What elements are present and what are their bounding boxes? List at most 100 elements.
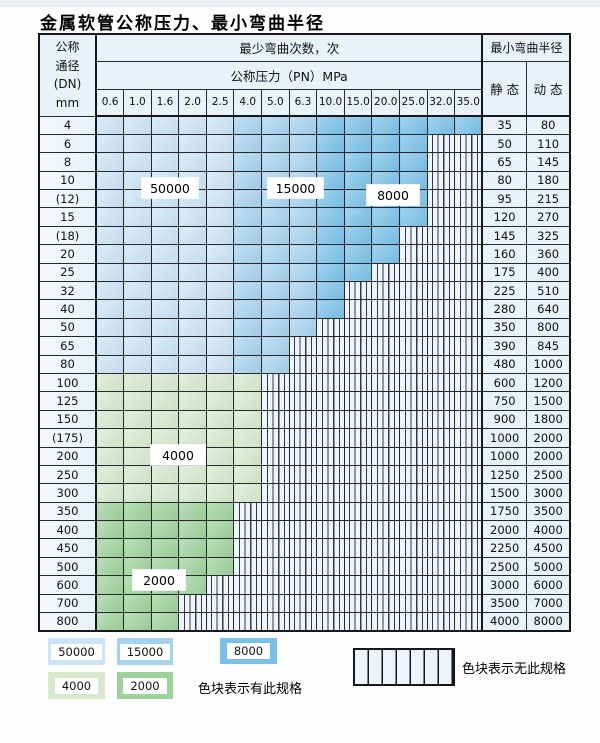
spec-cell-15000 bbox=[288, 317, 318, 338]
no-spec-cell bbox=[371, 354, 401, 374]
spec-cell-2000 bbox=[205, 501, 235, 522]
dynamic-radius-cell: 640 bbox=[525, 299, 571, 319]
spec-cell-4000 bbox=[178, 372, 207, 393]
spec-cell-8000 bbox=[316, 115, 345, 135]
spec-cell-15000 bbox=[233, 354, 263, 374]
no-spec-cell bbox=[371, 575, 401, 595]
no-spec-cell bbox=[316, 336, 345, 356]
no-spec-cell bbox=[399, 556, 428, 577]
spec-cell-50000 bbox=[123, 207, 152, 227]
no-spec-cell bbox=[288, 593, 318, 614]
spec-cell-2000 bbox=[123, 593, 152, 614]
table-row-dn-450: 450 2250 4500 bbox=[38, 538, 571, 558]
spec-cell-15000 bbox=[233, 299, 263, 319]
no-spec-cell bbox=[343, 299, 373, 319]
legend-text-no-spec: 色块表示无此规格 bbox=[462, 662, 567, 677]
dynamic-radius-cell: 400 bbox=[525, 262, 571, 283]
spec-cell-50000 bbox=[123, 281, 152, 301]
static-column-header: 静 态 bbox=[481, 60, 527, 117]
no-spec-cell bbox=[316, 428, 345, 448]
no-spec-cell bbox=[371, 391, 401, 411]
spec-cell-15000 bbox=[233, 225, 263, 246]
no-spec-cell bbox=[426, 299, 456, 319]
no-spec-cell bbox=[343, 409, 373, 430]
dynamic-column-header: 动 态 bbox=[525, 60, 571, 117]
spec-cell-8000 bbox=[316, 207, 345, 227]
no-spec-cell bbox=[399, 354, 428, 374]
table-row-dn-700: 700 3500 7000 bbox=[38, 593, 571, 614]
dn-cell: 800 bbox=[38, 612, 97, 632]
spec-cell-15000 bbox=[261, 262, 290, 283]
no-spec-cell bbox=[454, 152, 483, 172]
no-spec-cell bbox=[426, 593, 456, 614]
dynamic-radius-cell: 1500 bbox=[525, 391, 571, 411]
spec-cell-2000 bbox=[95, 593, 125, 614]
pressure-header-32.0: 32.0 bbox=[426, 88, 456, 117]
dn-cell: 100 bbox=[38, 372, 97, 393]
no-spec-cell bbox=[399, 409, 428, 430]
no-spec-cell bbox=[288, 428, 318, 448]
no-spec-cell bbox=[178, 612, 207, 632]
dynamic-radius-cell: 3000 bbox=[525, 483, 571, 503]
dynamic-radius-cell: 8000 bbox=[525, 612, 571, 632]
dynamic-radius-cell: 5000 bbox=[525, 556, 571, 577]
no-spec-cell bbox=[454, 501, 483, 522]
spec-cell-50000 bbox=[150, 244, 180, 264]
pressure-header-2.5: 2.5 bbox=[205, 88, 235, 117]
no-spec-cell bbox=[426, 575, 456, 595]
spec-cell-8000 bbox=[343, 133, 373, 154]
spec-cell-2000 bbox=[123, 520, 152, 540]
spec-cell-50000 bbox=[205, 133, 235, 154]
table-row-dn-65: 65 390 845 bbox=[38, 336, 571, 356]
no-spec-cell bbox=[371, 612, 401, 632]
no-spec-cell bbox=[371, 409, 401, 430]
no-spec-cell bbox=[426, 336, 456, 356]
no-spec-cell bbox=[343, 520, 373, 540]
no-spec-cell bbox=[371, 281, 401, 301]
dynamic-radius-cell: 180 bbox=[525, 170, 571, 191]
no-spec-cell bbox=[316, 409, 345, 430]
no-spec-cell bbox=[426, 409, 456, 430]
spec-cell-50000 bbox=[95, 115, 125, 135]
spec-cell-15000 bbox=[261, 207, 290, 227]
no-spec-cell bbox=[288, 612, 318, 632]
table-row-dn-15: 15 120 270 bbox=[38, 207, 571, 227]
no-spec-cell bbox=[454, 593, 483, 614]
spec-cell-4000 bbox=[233, 409, 263, 430]
spec-cell-50000 bbox=[123, 244, 152, 264]
no-spec-cell bbox=[343, 281, 373, 301]
no-spec-cell bbox=[371, 262, 401, 283]
no-spec-cell bbox=[426, 354, 456, 374]
no-spec-cell bbox=[426, 152, 456, 172]
no-spec-cell bbox=[399, 262, 428, 283]
spec-cell-50000 bbox=[178, 299, 207, 319]
spec-cell-50000 bbox=[150, 225, 180, 246]
spec-cell-8000 bbox=[343, 244, 373, 264]
spec-cell-2000 bbox=[205, 520, 235, 540]
spec-cell-15000 bbox=[233, 133, 263, 154]
no-spec-cell bbox=[316, 354, 345, 374]
static-radius-cell: 4000 bbox=[481, 612, 527, 632]
dn-header-line2: 通径 bbox=[55, 58, 80, 73]
spec-cell-8000 bbox=[343, 115, 373, 135]
no-spec-cell bbox=[454, 170, 483, 191]
spec-cell-4000 bbox=[233, 428, 263, 448]
dn-cell: 50 bbox=[38, 317, 97, 338]
legend-swatch-15000: 15000 bbox=[117, 638, 173, 665]
spec-cell-4000 bbox=[95, 409, 125, 430]
spec-cell-4000 bbox=[95, 372, 125, 393]
region-label-2000: 2000 bbox=[133, 570, 185, 590]
legend-swatch-50000: 50000 bbox=[48, 638, 105, 665]
static-radius-cell: 1750 bbox=[481, 501, 527, 522]
table-row-dn-250: 250 1250 2500 bbox=[38, 464, 571, 485]
no-spec-cell bbox=[316, 317, 345, 338]
table-row-dn-400: 400 2000 4000 bbox=[38, 520, 571, 540]
dn-cell: 80 bbox=[38, 354, 97, 374]
no-spec-cell bbox=[261, 391, 290, 411]
dynamic-radius-cell: 110 bbox=[525, 133, 571, 154]
spec-cell-4000 bbox=[205, 446, 235, 466]
no-spec-cell bbox=[454, 556, 483, 577]
spec-cell-4000 bbox=[150, 372, 180, 393]
no-spec-cell bbox=[371, 446, 401, 466]
